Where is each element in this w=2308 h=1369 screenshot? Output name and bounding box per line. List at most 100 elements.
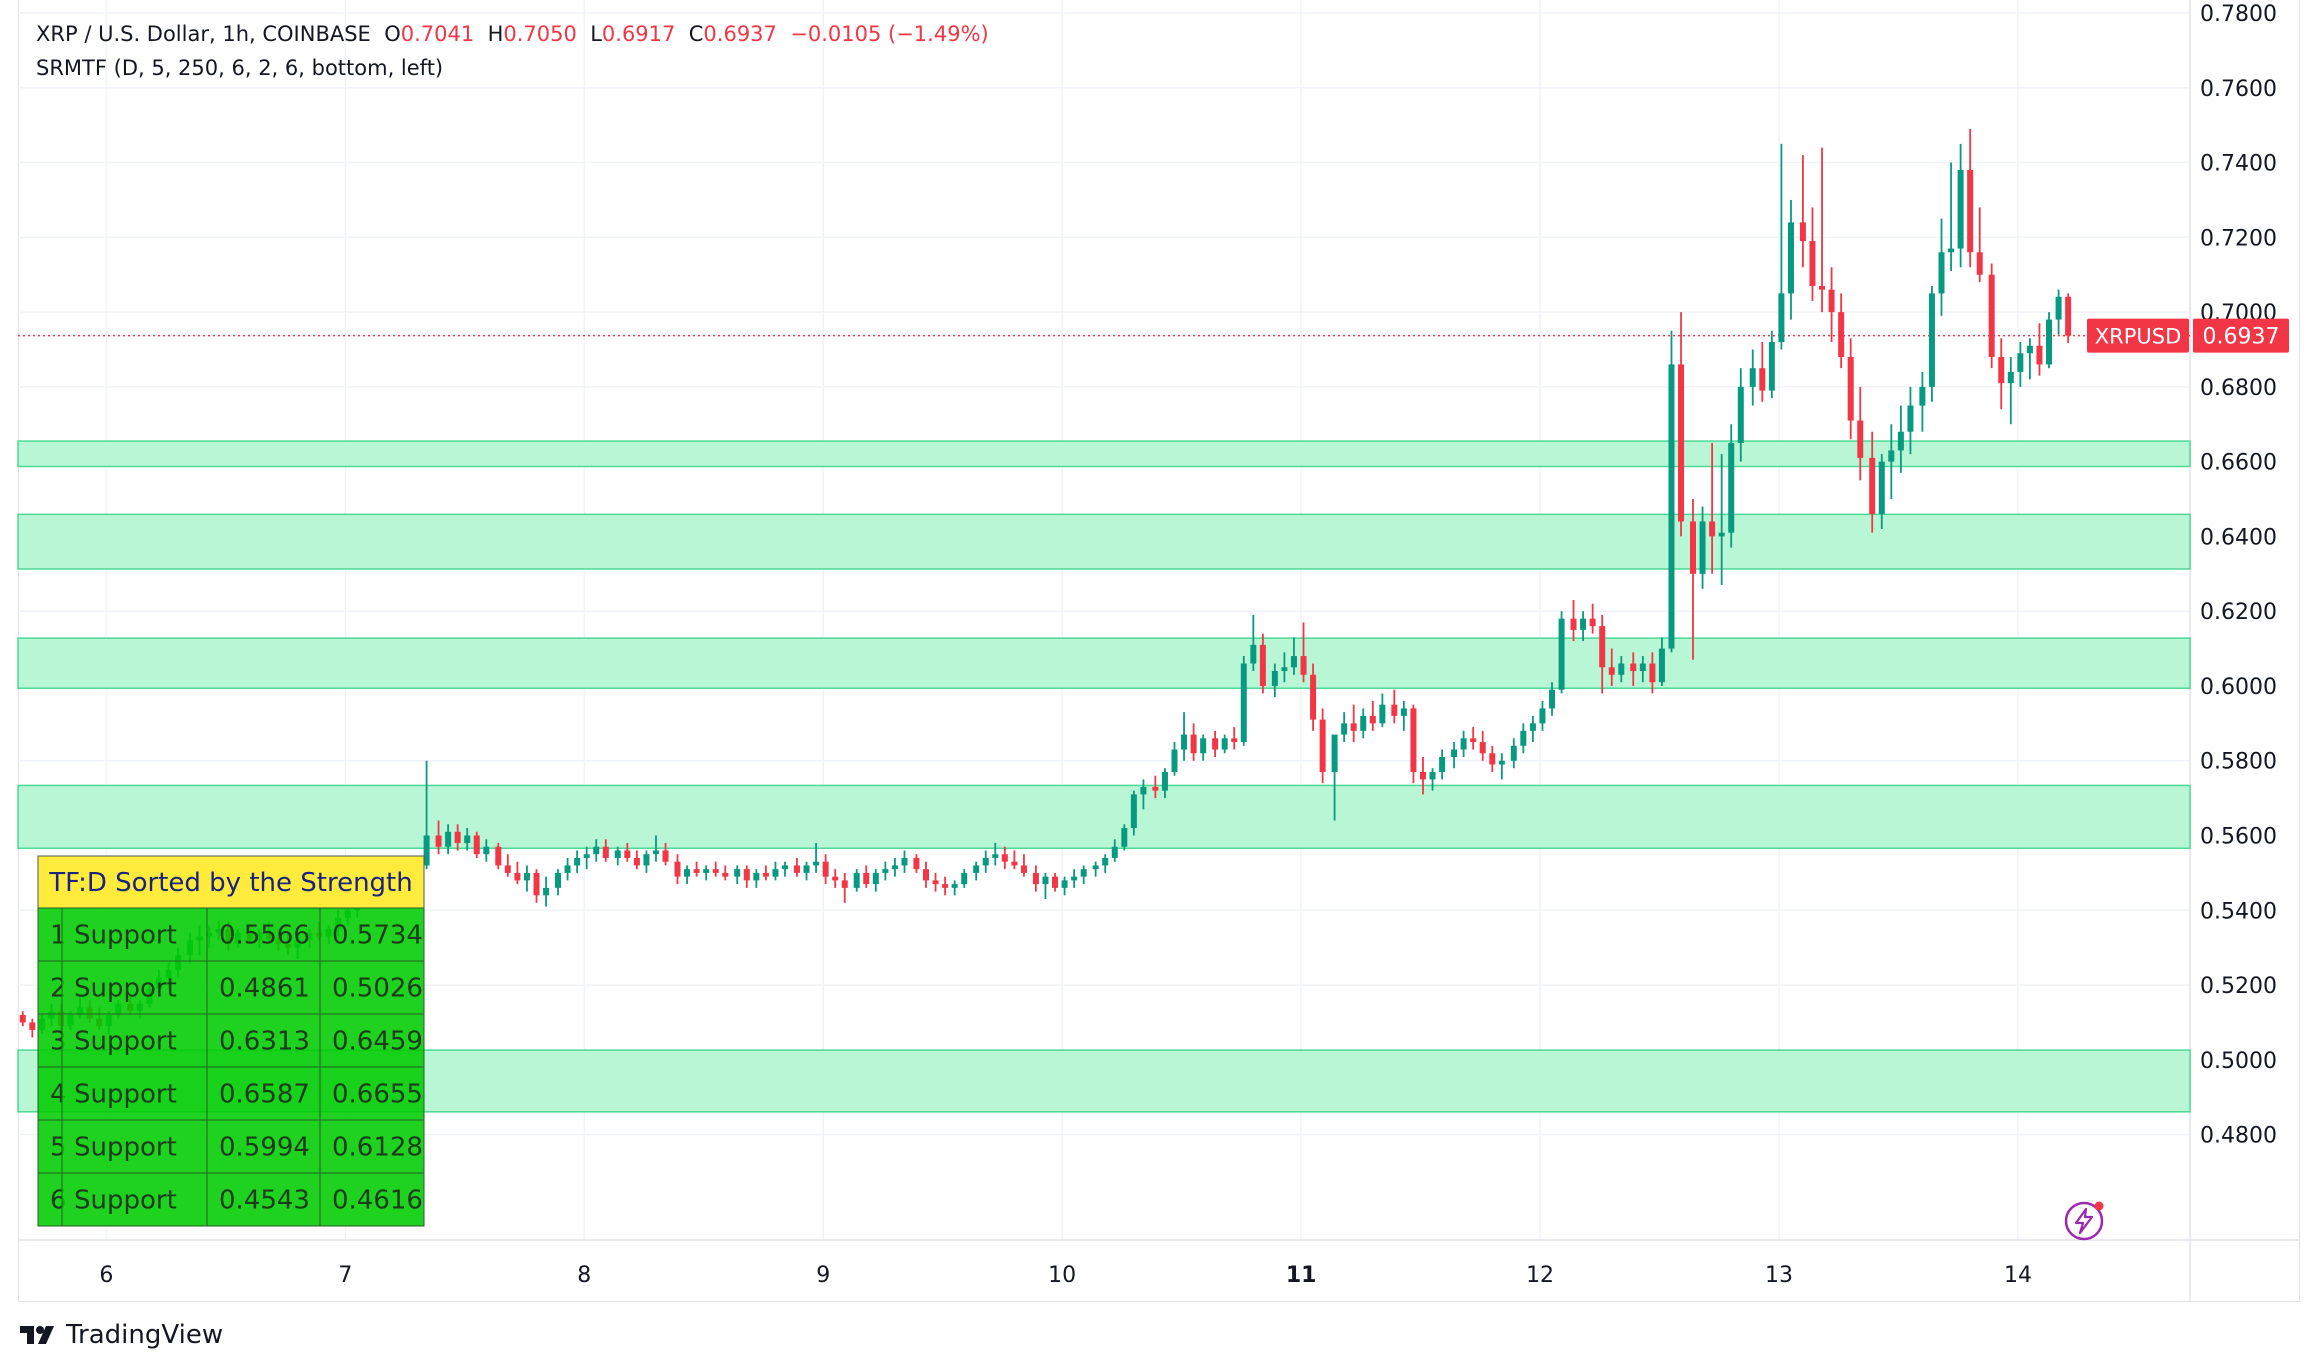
y-tick-label: 0.5600 [2200, 825, 2277, 850]
candle-body [1001, 854, 1008, 862]
y-tick-label: 0.4800 [2200, 1124, 2277, 1149]
candle-body [1938, 252, 1945, 294]
candle [1957, 143, 1964, 268]
candle-body [504, 865, 511, 873]
y-tick-label: 0.6600 [2200, 451, 2277, 476]
open-value: 0.7041 [400, 22, 475, 46]
y-tick-label: 0.7800 [2200, 2, 2277, 27]
candle [1400, 700, 1407, 731]
candle-body [1231, 738, 1238, 743]
y-axis[interactable]: 0.78000.76000.74000.72000.70000.68000.66… [2200, 2, 2277, 1149]
candle-body [555, 872, 562, 888]
candle [1111, 839, 1118, 862]
candle [932, 872, 939, 892]
candle [445, 824, 452, 855]
tradingview-logo[interactable]: TradingView [20, 1320, 223, 1350]
candle [1080, 865, 1087, 885]
table-type-cell [61, 907, 208, 962]
candle-body [533, 872, 540, 896]
candle-body [1737, 386, 1744, 443]
candle-body [2017, 353, 2024, 372]
table-high-cell-text: 0.4616 [332, 1186, 423, 1216]
candle-body [891, 865, 898, 870]
x-tick-label: 12 [1526, 1263, 1554, 1288]
candle [533, 869, 540, 903]
candle-body [495, 846, 502, 866]
candle-body [684, 869, 691, 877]
candle-body [1828, 289, 1835, 313]
x-axis[interactable]: 6 7 8 9 10 11 12 13 14 [99, 1263, 2032, 1288]
lightning-icon[interactable] [2062, 1199, 2106, 1243]
candle [614, 846, 621, 866]
candle [504, 854, 511, 877]
candle-body [1608, 667, 1615, 675]
candle [1658, 637, 1665, 686]
candle [1001, 846, 1008, 870]
y-tick-label: 0.7200 [2200, 226, 2277, 251]
candle [1838, 293, 1845, 369]
candle [1310, 663, 1317, 731]
x-tick-label: 13 [1765, 1263, 1793, 1288]
candle-body [593, 846, 600, 855]
candle-body [961, 872, 968, 885]
candle-body [1759, 368, 1766, 391]
candle-body [772, 869, 779, 877]
candle [674, 854, 681, 885]
candle-body [1489, 753, 1496, 765]
x-tick-label: 9 [816, 1263, 830, 1288]
y-tick-label: 0.6400 [2200, 525, 2277, 550]
candle [1200, 734, 1207, 761]
candle-body [1350, 723, 1357, 731]
table-high-cell [319, 1013, 425, 1068]
candle [1967, 128, 1974, 268]
support-zone [17, 440, 2191, 468]
candle [1331, 734, 1338, 821]
candle [1599, 614, 1606, 694]
candle [922, 861, 929, 888]
candle-body [1221, 738, 1228, 750]
candle [743, 865, 750, 888]
candle-body [583, 854, 590, 858]
candle-body [1290, 656, 1297, 668]
candle-body [803, 865, 810, 873]
x-tick-label: 7 [338, 1263, 352, 1288]
candle [514, 861, 521, 885]
candle [913, 854, 920, 873]
candle [1271, 663, 1278, 698]
candle [564, 857, 571, 881]
close-value: 0.6937 [703, 22, 777, 46]
candle-body [1360, 715, 1367, 731]
candle [1042, 872, 1049, 900]
table-high-cell [319, 1119, 425, 1174]
candle [813, 842, 820, 873]
candle [602, 839, 609, 862]
candle [1998, 338, 2005, 410]
candle [961, 869, 968, 888]
candle [2036, 323, 2043, 376]
candle-body [1799, 222, 1806, 242]
candle [464, 828, 471, 851]
table-high-cell-text: 0.5734 [332, 921, 423, 951]
candle-body [1510, 745, 1517, 761]
candle [1589, 603, 1596, 634]
candle [19, 1011, 26, 1027]
support-zone [17, 637, 2191, 689]
indicator-label[interactable]: SRMTF (D, 5, 250, 6, 2, 6, bottom, left) [36, 56, 444, 80]
candle-body [1140, 786, 1147, 795]
candle [593, 839, 600, 862]
candle [712, 861, 719, 877]
table-high-cell [319, 1066, 425, 1121]
y-tick-label: 0.5800 [2200, 750, 2277, 775]
candle [1171, 742, 1178, 776]
candle-body [982, 857, 989, 866]
table-type-cell [61, 960, 208, 1015]
candle-body [1250, 644, 1257, 664]
table-header-text: TF:D Sorted by the Strength [48, 868, 412, 898]
candle [633, 850, 640, 870]
candle-body [523, 872, 530, 881]
candle [473, 831, 480, 858]
candle-body [423, 835, 430, 866]
candle [1549, 682, 1556, 716]
high-label: H [487, 22, 504, 46]
